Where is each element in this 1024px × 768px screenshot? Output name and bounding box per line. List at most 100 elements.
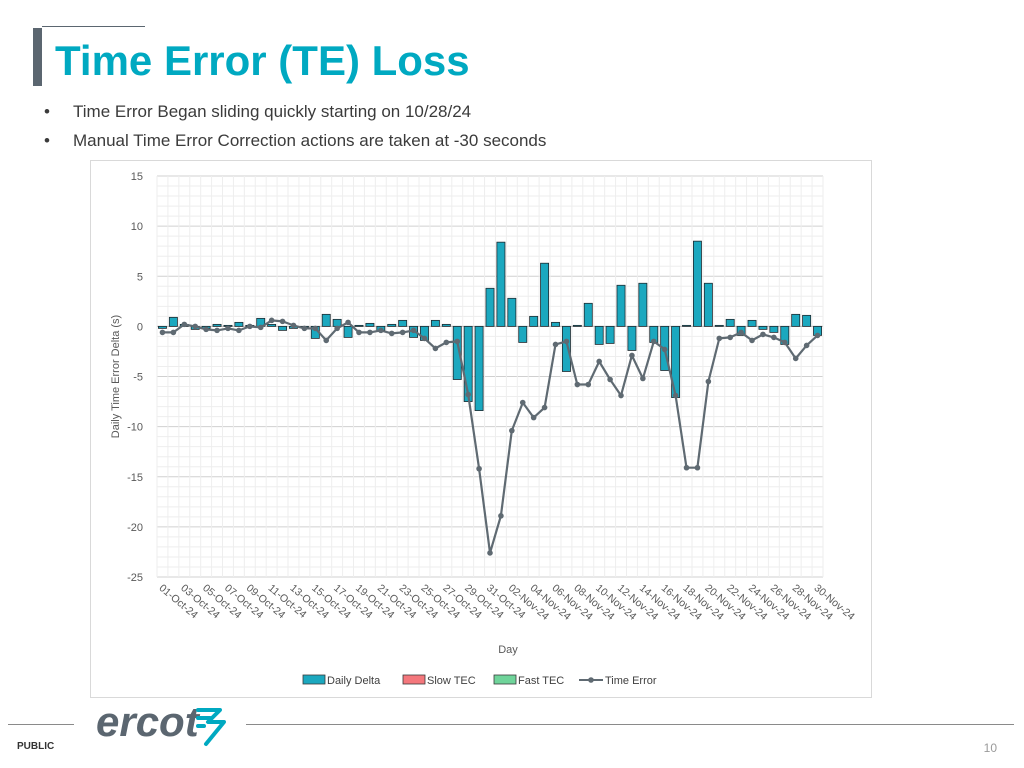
- time-error-point: [771, 334, 777, 341]
- time-error-point: [181, 321, 188, 328]
- time-error-point: [170, 329, 177, 336]
- chart-container: 15 10 5 0 -5 -10 -15 -20 -25 Daily Time Error Del…: [90, 160, 872, 698]
- time-error-point: [672, 392, 679, 399]
- legend-daily-delta-swatch: [302, 674, 326, 685]
- bullet-list: • Time Error Began sliding quickly starti…: [44, 102, 546, 160]
- daily-delta-bar: [693, 240, 702, 327]
- y-tick-label: -5: [133, 372, 143, 384]
- legend-fast-tec-swatch: [493, 674, 517, 685]
- time-error-point: [159, 329, 166, 336]
- daily-delta-bar: [703, 282, 713, 327]
- daily-delta-bar: [168, 316, 178, 327]
- time-error-point: [465, 391, 471, 398]
- daily-delta-bar: [616, 284, 626, 327]
- time-error-point: [640, 375, 646, 382]
- time-error-point: [803, 342, 810, 349]
- daily-delta-bar: [769, 325, 779, 333]
- legend-slow-tec-swatch: [402, 674, 426, 685]
- bullet-text: Manual Time Error Correction actions are…: [73, 131, 547, 150]
- time-error-point: [367, 329, 373, 336]
- time-error-point: [498, 513, 504, 519]
- time-error-point: [410, 327, 417, 334]
- x-axis-label: Day: [498, 644, 518, 656]
- daily-delta-bar: [321, 313, 331, 327]
- time-error-point: [683, 464, 690, 471]
- time-error-point: [476, 465, 482, 472]
- time-error-point: [781, 339, 788, 346]
- daily-delta-bar: [507, 297, 517, 327]
- time-error-point: [225, 325, 231, 332]
- daily-delta-bar: [638, 282, 648, 327]
- time-error-point: [814, 332, 821, 339]
- daily-delta-bar: [387, 323, 397, 327]
- time-error-point: [694, 464, 701, 471]
- time-error-point: [563, 338, 570, 345]
- time-error-point: [432, 345, 439, 352]
- daily-delta-bar: [747, 319, 757, 327]
- time-error-point: [760, 331, 766, 338]
- daily-delta-bar: [714, 324, 724, 327]
- time-error-point: [509, 427, 515, 434]
- legend-slow-tec-label: Slow TEC: [427, 675, 476, 687]
- y-tick-label: 15: [131, 171, 143, 183]
- time-error-point: [236, 327, 242, 334]
- time-error-point: [727, 334, 733, 341]
- daily-delta-bar: [627, 325, 637, 351]
- daily-delta-bar: [343, 325, 353, 338]
- daily-delta-bar: [682, 324, 691, 327]
- time-error-point: [541, 404, 548, 411]
- time-error-point: [214, 327, 220, 334]
- footer-divider-left: [8, 724, 74, 725]
- time-error-point: [585, 381, 592, 388]
- daily-delta-bar: [234, 321, 244, 327]
- y-tick-label: -20: [127, 522, 143, 534]
- title-accent-line: [42, 26, 145, 27]
- bullet-dot: •: [44, 131, 50, 150]
- time-error-point: [443, 339, 450, 346]
- daily-delta-bar: [725, 318, 735, 327]
- time-error-point: [596, 358, 602, 365]
- y-tick-label: -15: [127, 472, 143, 484]
- time-error-point: [421, 335, 428, 342]
- daily-delta-bar: [365, 322, 375, 327]
- daily-delta-bar: [605, 325, 615, 344]
- daily-delta-bar: [485, 287, 495, 327]
- footer-public-label: PUBLIC: [17, 741, 55, 752]
- legend-time-error-marker: [588, 677, 594, 683]
- bullet-item: • Manual Time Error Correction actions ar…: [44, 131, 546, 160]
- daily-delta-bar: [551, 321, 560, 327]
- bullet-dot: •: [44, 102, 50, 121]
- daily-delta-bar: [278, 325, 287, 331]
- daily-delta-bar: [583, 302, 593, 327]
- daily-delta-bar: [540, 262, 550, 327]
- time-error-point: [290, 322, 297, 329]
- time-error-point: [629, 352, 635, 359]
- daily-delta-bar: [518, 325, 528, 343]
- daily-delta-bar: [802, 314, 812, 327]
- legend-time-error-label: Time Error: [605, 675, 657, 687]
- bullet-text: Time Error Began sliding quickly startin…: [73, 102, 472, 121]
- time-error-point: [792, 355, 799, 362]
- daily-delta-bar: [332, 318, 342, 327]
- time-error-point: [378, 327, 384, 334]
- time-error-point: [716, 335, 723, 342]
- time-error-point: [279, 318, 286, 325]
- daily-delta-bar: [267, 323, 277, 327]
- time-error-point: [738, 329, 744, 336]
- y-axis-label: Daily Time Error Delta (s): [110, 315, 122, 438]
- time-error-point: [530, 414, 537, 421]
- page-number: 10: [983, 741, 997, 755]
- y-tick-label: 10: [131, 221, 143, 233]
- time-error-point: [519, 399, 526, 406]
- time-error-point: [323, 337, 330, 344]
- time-error-point: [312, 325, 319, 332]
- time-error-point: [607, 376, 613, 383]
- time-error-point: [301, 325, 308, 332]
- time-error-chart: 15 10 5 0 -5 -10 -15 -20 -25 Daily Time Error Del…: [110, 171, 857, 687]
- time-error-point: [334, 325, 340, 332]
- time-error-point: [552, 341, 559, 348]
- y-tick-label: 0: [137, 321, 143, 333]
- title-accent: [33, 26, 145, 86]
- y-tick-label: -10: [127, 422, 143, 434]
- logo-wordmark: ercot: [96, 698, 201, 745]
